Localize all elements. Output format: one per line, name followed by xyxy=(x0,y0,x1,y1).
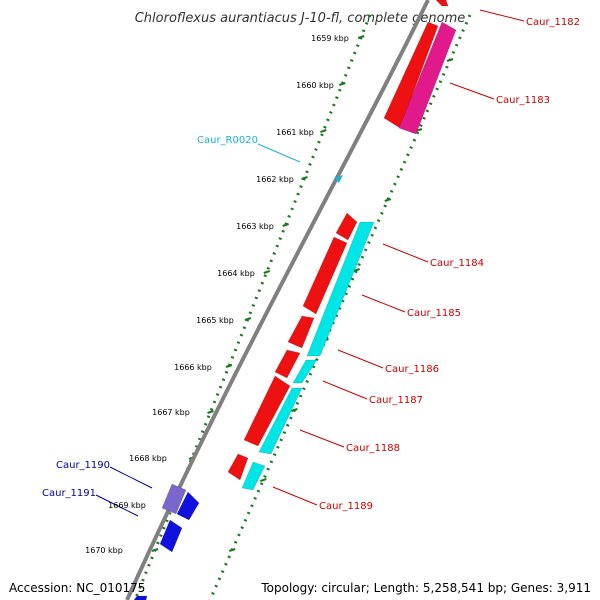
outer-tick-mark xyxy=(446,58,454,62)
kbp-label: 1665 kbp xyxy=(196,316,234,325)
label-leader-line xyxy=(257,143,301,163)
label-leader-line xyxy=(109,466,153,489)
gene-reverse xyxy=(306,221,375,357)
kbp-label: 1669 kbp xyxy=(108,501,146,510)
gene-labels: Caur_1182 Caur_1183 Caur_R0020 Caur_1184 Cau… xyxy=(42,17,580,512)
tick-ring-dots xyxy=(133,14,372,600)
outer-ring xyxy=(208,14,472,600)
kbp-label: 1661 kbp xyxy=(276,128,314,137)
outer-tick-mark xyxy=(291,408,298,412)
label-leader-line xyxy=(299,429,345,448)
gene-label: Caur_1191 xyxy=(42,488,96,499)
outer-tick-mark xyxy=(384,198,392,202)
gene-left xyxy=(133,595,148,600)
outer-tick-mark xyxy=(353,268,360,272)
label-leader-line xyxy=(382,243,429,263)
label-leader-line xyxy=(272,486,318,506)
accession-text: Accession: NC_010175 xyxy=(9,581,146,595)
kbp-tick-mark xyxy=(320,129,327,133)
label-leaders xyxy=(95,9,525,517)
kbp-tick-mark xyxy=(225,364,233,368)
gene-label: Caur_1187 xyxy=(369,395,423,406)
gene-forward xyxy=(435,0,449,7)
gene-left xyxy=(159,519,183,553)
gene-label: Caur_1184 xyxy=(430,258,484,269)
gene-label: Caur_1190 xyxy=(56,460,110,471)
gene-forward xyxy=(287,315,315,349)
label-leader-line xyxy=(479,9,525,22)
kbp-tick-mark xyxy=(207,410,214,414)
gene-forward xyxy=(302,236,348,315)
outer-ring-dots xyxy=(208,14,472,600)
kbp-label: 1666 kbp xyxy=(174,363,212,372)
gene-reverse xyxy=(258,387,303,455)
label-leader-line xyxy=(95,494,139,517)
gene-rna xyxy=(398,21,457,135)
gene-forward xyxy=(227,453,249,481)
kbp-label: 1670 kbp xyxy=(85,546,123,555)
genome-summary-text: Topology: circular; Length: 5,258,541 bp… xyxy=(261,581,591,595)
gene-reverse xyxy=(241,461,266,491)
gene-forward xyxy=(243,375,291,447)
outer-tick-mark xyxy=(260,478,267,482)
rna-marker xyxy=(334,175,343,183)
map-title: Chloroflexus aurantiacus J-10-fl, comple… xyxy=(135,11,466,26)
gene-label: Caur_1185 xyxy=(407,308,461,319)
gene-left xyxy=(161,483,187,515)
gene-label: Caur_1186 xyxy=(385,364,439,375)
gene-label: Caur_1183 xyxy=(496,95,550,106)
label-leader-line xyxy=(361,294,406,313)
label-leader-line xyxy=(449,82,495,100)
kbp-tick-mark xyxy=(282,223,289,227)
gene-left xyxy=(176,491,200,521)
kbp-label: 1662 kbp xyxy=(256,175,294,184)
kbp-label: 1663 kbp xyxy=(236,222,274,231)
gene-label: Caur_1188 xyxy=(346,443,400,454)
kbp-label: 1660 kbp xyxy=(296,81,334,90)
kbp-labels: 1659 kbp 1660 kbp 1661 kbp 1662 kbp 1663 kbp… xyxy=(85,34,349,555)
gene-forward xyxy=(274,349,301,379)
gene-forward xyxy=(335,212,358,241)
gene-label: Caur_R0020 xyxy=(197,135,258,146)
gene-label: Caur_1182 xyxy=(526,17,580,28)
kbp-tick-mark xyxy=(151,548,159,552)
gene-features xyxy=(133,0,457,600)
kbp-tick-mark xyxy=(357,35,365,39)
gene-label: Caur_1189 xyxy=(319,501,373,512)
kbp-label: 1668 kbp xyxy=(129,454,167,463)
kbp-label: 1659 kbp xyxy=(311,34,349,43)
kbp-label: 1667 kbp xyxy=(152,408,190,417)
label-leader-line xyxy=(337,349,384,369)
kbp-label: 1664 kbp xyxy=(217,269,255,278)
gene-reverse xyxy=(292,359,318,384)
label-leader-line xyxy=(322,380,368,400)
kbp-tick-mark xyxy=(244,317,252,321)
kbp-tick-mark xyxy=(263,270,271,274)
kbp-tick-mark xyxy=(301,176,308,180)
outer-tick-mark xyxy=(228,548,236,552)
kbp-tick-mark xyxy=(338,82,346,86)
